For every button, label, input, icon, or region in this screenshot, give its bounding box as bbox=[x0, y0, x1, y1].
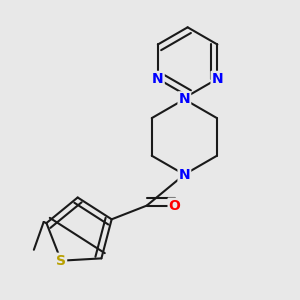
Text: N: N bbox=[178, 167, 190, 182]
Text: S: S bbox=[56, 254, 66, 268]
Text: N: N bbox=[178, 92, 190, 106]
Text: O: O bbox=[169, 199, 181, 213]
Text: N: N bbox=[212, 72, 223, 86]
Text: N: N bbox=[152, 72, 164, 86]
